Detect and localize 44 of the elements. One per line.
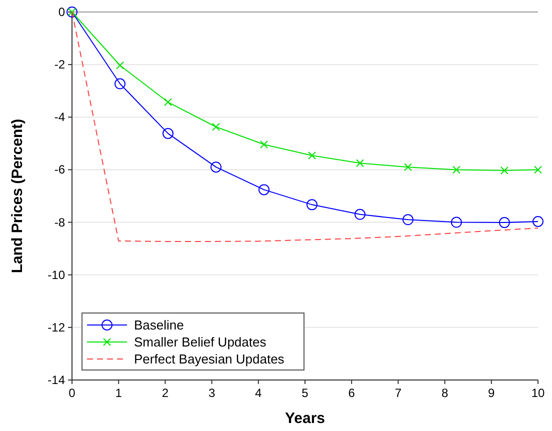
point bbox=[308, 152, 316, 160]
y-tick-label: 0 bbox=[58, 5, 66, 19]
point bbox=[212, 122, 220, 131]
legend-label: Baseline bbox=[134, 318, 184, 332]
legend-label: Smaller Belief Updates bbox=[134, 334, 267, 350]
x-axis-title: Years bbox=[284, 410, 326, 427]
legend-label: Perfect Bayesian Updates bbox=[134, 352, 285, 366]
y-tick-label: -4 bbox=[54, 110, 66, 124]
point bbox=[500, 166, 508, 175]
point bbox=[258, 184, 270, 196]
y-tick-label: -12 bbox=[48, 320, 66, 334]
point bbox=[404, 163, 412, 172]
y-tick-label: -14 bbox=[48, 373, 66, 387]
y-tick-label: -6 bbox=[54, 162, 66, 177]
x-tick-label: 4 bbox=[255, 386, 262, 400]
point bbox=[354, 208, 366, 220]
y-tick-label: -10 bbox=[48, 268, 66, 282]
point bbox=[306, 199, 318, 210]
point bbox=[498, 217, 510, 228]
point bbox=[452, 166, 460, 174]
x-tick-label: 10 bbox=[531, 386, 545, 400]
x-tick-label: 2 bbox=[162, 386, 169, 400]
x-tick-label: 8 bbox=[441, 386, 448, 400]
y-tick-label: -8 bbox=[54, 215, 66, 230]
point bbox=[260, 140, 268, 148]
x-tick-label: 5 bbox=[302, 386, 309, 400]
point bbox=[532, 216, 544, 227]
y-axis-title: Land Prices (Percent) bbox=[9, 118, 26, 274]
point bbox=[356, 159, 364, 168]
x-tick-label: 0 bbox=[68, 386, 76, 400]
x-tick-label: 1 bbox=[115, 386, 122, 400]
x-tick-label: 7 bbox=[394, 386, 402, 400]
x-tick-label: 3 bbox=[208, 386, 216, 400]
point bbox=[162, 128, 174, 139]
point bbox=[164, 98, 172, 106]
point bbox=[114, 78, 126, 90]
point bbox=[116, 61, 124, 70]
point bbox=[210, 162, 222, 173]
x-tick-label: 6 bbox=[348, 386, 356, 400]
point bbox=[534, 166, 542, 174]
point bbox=[402, 214, 414, 226]
x-tick-label: 9 bbox=[488, 386, 496, 400]
y-tick-label: -2 bbox=[54, 58, 66, 72]
point bbox=[450, 216, 462, 228]
